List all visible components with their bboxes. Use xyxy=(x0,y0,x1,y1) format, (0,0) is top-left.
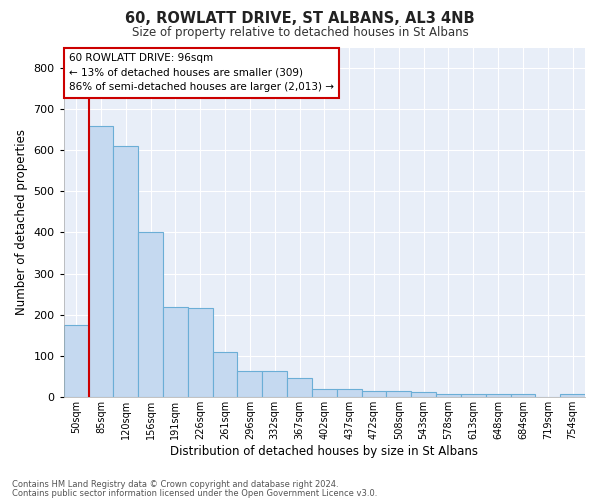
X-axis label: Distribution of detached houses by size in St Albans: Distribution of detached houses by size … xyxy=(170,444,478,458)
Text: Contains HM Land Registry data © Crown copyright and database right 2024.: Contains HM Land Registry data © Crown c… xyxy=(12,480,338,489)
Bar xyxy=(138,232,163,397)
Bar xyxy=(411,392,436,397)
Text: Size of property relative to detached houses in St Albans: Size of property relative to detached ho… xyxy=(131,26,469,39)
Text: 60, ROWLATT DRIVE, ST ALBANS, AL3 4NB: 60, ROWLATT DRIVE, ST ALBANS, AL3 4NB xyxy=(125,11,475,26)
Bar xyxy=(89,126,113,397)
Bar xyxy=(386,391,411,397)
Bar xyxy=(262,371,287,397)
Bar xyxy=(560,394,585,397)
Bar xyxy=(436,394,461,397)
Y-axis label: Number of detached properties: Number of detached properties xyxy=(15,129,28,315)
Bar xyxy=(212,352,238,397)
Text: Contains public sector information licensed under the Open Government Licence v3: Contains public sector information licen… xyxy=(12,488,377,498)
Bar xyxy=(188,308,212,397)
Bar xyxy=(486,394,511,397)
Bar xyxy=(238,371,262,397)
Bar xyxy=(163,307,188,397)
Bar xyxy=(287,378,312,397)
Bar xyxy=(511,394,535,397)
Bar xyxy=(312,390,337,397)
Bar xyxy=(113,146,138,397)
Text: 60 ROWLATT DRIVE: 96sqm
← 13% of detached houses are smaller (309)
86% of semi-d: 60 ROWLATT DRIVE: 96sqm ← 13% of detache… xyxy=(69,52,334,92)
Bar xyxy=(461,394,486,397)
Bar xyxy=(64,325,89,397)
Bar xyxy=(337,390,362,397)
Bar xyxy=(362,391,386,397)
